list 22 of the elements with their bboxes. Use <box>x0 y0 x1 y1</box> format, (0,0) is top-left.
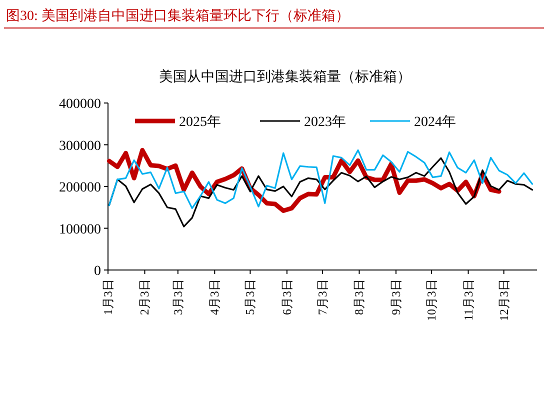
x-tick-label: 11月3日 <box>461 279 476 321</box>
x-tick-label: 7月3日 <box>316 279 330 315</box>
title: 图30: 美国到港自中国进口集装箱量环比下行（标准箱） <box>6 9 350 24</box>
y-tick-label: 300000 <box>59 138 101 154</box>
x-tick-label: 8月3日 <box>352 279 366 315</box>
x-tick-label: 3月3日 <box>170 279 185 315</box>
x-tick-label: 2月3日 <box>138 279 152 315</box>
y-tick-label: 200000 <box>59 180 101 196</box>
chart-subtitle: 美国从中国进口到港集装箱量（标准箱） <box>159 69 411 85</box>
legend-label: 2024年 <box>414 114 456 130</box>
x-tick-label: 5月3日 <box>243 279 258 315</box>
y-tick-label: 0 <box>94 264 101 279</box>
legend-label: 2023年 <box>304 114 346 130</box>
y-tick-label: 400000 <box>59 97 101 112</box>
y-tick-label: 100000 <box>59 222 101 238</box>
x-tick-label: 9月3日 <box>388 279 403 315</box>
legend-label: 2025年 <box>179 114 221 130</box>
x-tick-label: 12月3日 <box>496 279 511 321</box>
x-tick-label: 10月3日 <box>424 279 439 321</box>
x-tick-label: 6月3日 <box>280 279 294 315</box>
x-tick-label: 1月3日 <box>101 279 115 315</box>
x-tick-label: 4月3日 <box>208 279 222 315</box>
